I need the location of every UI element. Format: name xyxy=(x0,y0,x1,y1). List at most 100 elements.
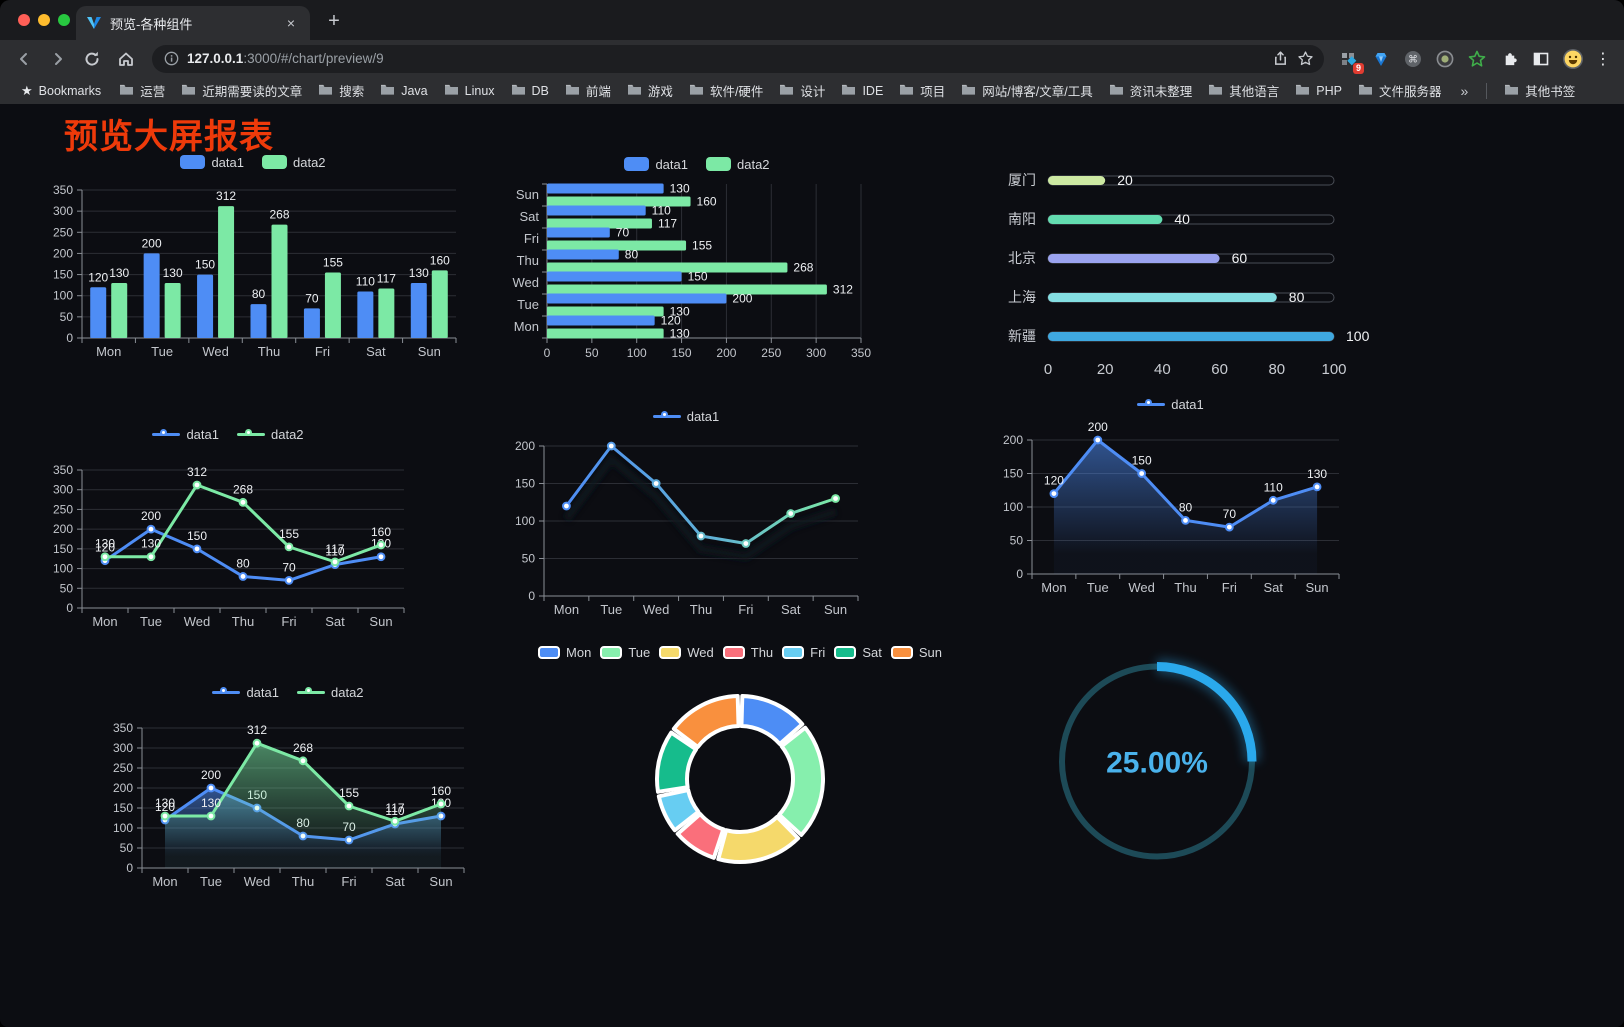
extensions-puzzle-icon[interactable] xyxy=(1496,46,1522,72)
bar-data2-Sun[interactable] xyxy=(431,270,448,338)
data-point-data1-Wed[interactable] xyxy=(192,544,202,554)
data-point-data1-Sun[interactable] xyxy=(831,494,840,503)
bookmark-folder[interactable]: DB xyxy=(504,79,556,102)
area-single-canvas[interactable]: 0 50 100 150 200 Mon Tue Wed Thu Fri Sat Sun 120 200 1… xyxy=(988,416,1353,604)
data-point-data2-Fri[interactable] xyxy=(344,801,354,811)
bookmark-folder[interactable]: PHP xyxy=(1288,79,1349,102)
bar-data1-Fri[interactable] xyxy=(303,308,320,338)
bookmark-folder[interactable]: 前端 xyxy=(558,79,618,102)
line-two-canvas[interactable]: 0 50 100 150 200 250 300 350 Mon Tue Wed Thu Fri Sat S… xyxy=(38,446,418,638)
extension-record-icon[interactable] xyxy=(1432,46,1458,72)
legend-item-data2[interactable]: data2 xyxy=(297,685,364,700)
data-point-data2-Fri[interactable] xyxy=(284,542,294,552)
bookmark-folder[interactable]: Java xyxy=(373,79,434,102)
extension-star-icon[interactable] xyxy=(1464,46,1490,72)
site-info-icon[interactable] xyxy=(164,51,179,66)
data-point-data1-Tue[interactable] xyxy=(146,524,156,534)
bar-data2-Thu[interactable] xyxy=(271,224,288,338)
profile-avatar[interactable] xyxy=(1560,46,1586,72)
bookmark-folder[interactable]: 游戏 xyxy=(620,79,680,102)
bar-data2-Tue[interactable] xyxy=(164,283,181,338)
bookmark-folder[interactable]: 运营 xyxy=(112,79,172,102)
bookmark-folder[interactable]: IDE xyxy=(834,79,890,102)
hbar-data2-Thu[interactable] xyxy=(547,262,788,273)
pie-slice-Fri[interactable] xyxy=(656,788,701,833)
data-point-data1-Sat[interactable] xyxy=(786,509,796,518)
forward-icon[interactable] xyxy=(44,45,72,73)
share-icon[interactable] xyxy=(1272,50,1289,67)
bookmarks-root[interactable]: ★ Bookmarks xyxy=(14,81,108,101)
bar-data2-Sat[interactable] xyxy=(378,288,395,338)
data-point-data1-Thu[interactable] xyxy=(696,531,706,541)
bookmark-folder[interactable]: 文件服务器 xyxy=(1351,79,1449,102)
data-point-data2-Tue[interactable] xyxy=(146,552,156,562)
legend-item-Sun[interactable]: Sun xyxy=(890,645,942,660)
bookmark-folder[interactable]: 网站/博客/文章/工具 xyxy=(954,79,1099,102)
data-point-data1-Tue[interactable] xyxy=(606,441,616,451)
progress-bar-北京[interactable] xyxy=(1048,254,1220,263)
pie-slice-Tue[interactable] xyxy=(777,725,825,837)
legend-item-data2[interactable]: data2 xyxy=(706,157,770,172)
legend-item-Fri[interactable]: Fri xyxy=(782,645,825,660)
hbar-data1-Tue[interactable] xyxy=(547,293,727,304)
data-point-data1-Mon[interactable] xyxy=(1049,489,1059,498)
data-point-data2-Wed[interactable] xyxy=(192,480,202,490)
area-two-canvas[interactable]: 0 50 100 150 200 250 300 350 Mon Tue Wed Thu Fri Sat S… xyxy=(98,704,478,898)
minimize-window-button[interactable] xyxy=(38,14,50,26)
data-point-data1-Fri[interactable] xyxy=(284,576,294,585)
hbar-data1-Fri[interactable] xyxy=(547,227,610,238)
bar-data1-Sat[interactable] xyxy=(357,291,374,338)
reload-icon[interactable] xyxy=(78,45,106,73)
bar-data2-Fri[interactable] xyxy=(324,272,341,338)
data-point-data2-Sun[interactable] xyxy=(436,799,446,809)
bookmark-folder[interactable]: 项目 xyxy=(892,79,952,102)
browser-menu-icon[interactable]: ⋮ xyxy=(1595,50,1611,68)
hbar-data2-Wed[interactable] xyxy=(547,284,827,295)
legend-item-Thu[interactable]: Thu xyxy=(722,645,773,660)
bar-data1-Mon[interactable] xyxy=(90,287,107,338)
progress-bar-南阳[interactable] xyxy=(1048,215,1163,224)
pie-slice-Wed[interactable] xyxy=(716,814,801,864)
bookmark-folder[interactable]: Linux xyxy=(437,79,502,102)
gauge-percent-canvas[interactable]: 25.00% xyxy=(1032,640,1282,875)
side-panel-icon[interactable] xyxy=(1528,46,1554,72)
data-point-data1-Sat[interactable] xyxy=(1268,495,1278,505)
progress-bar-新疆[interactable] xyxy=(1048,332,1334,341)
back-icon[interactable] xyxy=(10,45,38,73)
hbar-data1-Thu[interactable] xyxy=(547,249,619,260)
hbar-data2-Fri[interactable] xyxy=(547,240,687,251)
hbar-data1-Wed[interactable] xyxy=(547,271,682,282)
grouped-bar-canvas[interactable]: 0 50 100 150 200 250 300 350 Mon Tue Wed Thu Fri Sat S… xyxy=(38,174,468,366)
data-point-data2-Wed[interactable] xyxy=(252,738,262,748)
bar-data1-Sun[interactable] xyxy=(410,283,427,338)
data-point-data1-Thu[interactable] xyxy=(238,572,248,581)
browser-tab[interactable]: 预览-各种组件 × xyxy=(76,6,310,40)
data-point-data2-Thu[interactable] xyxy=(238,497,248,507)
bookmark-folder[interactable]: 资讯未整理 xyxy=(1102,79,1200,102)
url-bar[interactable]: 127.0.0.1:3000/#/chart/preview/9 xyxy=(152,44,1324,73)
progress-bar-厦门[interactable] xyxy=(1048,176,1106,185)
legend-item-Mon[interactable]: Mon xyxy=(538,645,591,660)
bar-data2-Mon[interactable] xyxy=(111,283,128,338)
extension-gem-icon[interactable] xyxy=(1368,46,1394,72)
bar-data1-Wed[interactable] xyxy=(197,274,214,338)
legend-item-data1[interactable]: data1 xyxy=(1137,397,1204,412)
home-icon[interactable] xyxy=(112,45,140,73)
bookmark-star-icon[interactable] xyxy=(1297,50,1314,67)
data-point-data1-Fri[interactable] xyxy=(1224,522,1234,532)
pie-slice-Sat[interactable] xyxy=(655,730,699,794)
legend-item-data1[interactable]: data1 xyxy=(624,157,688,172)
data-point-data1-Sun[interactable] xyxy=(376,552,386,562)
pie-slice-Mon[interactable] xyxy=(739,694,805,746)
data-point-data1-Wed[interactable] xyxy=(651,479,661,488)
hbar-data2-Sun[interactable] xyxy=(547,196,691,207)
data-point-data1-Thu[interactable] xyxy=(1181,516,1190,525)
hbar-data2-Tue[interactable] xyxy=(547,306,664,317)
bookmark-folder[interactable]: 近期需要读的文章 xyxy=(174,79,309,102)
data-point-data1-Fri[interactable] xyxy=(741,539,751,548)
zoom-window-button[interactable] xyxy=(58,14,70,26)
donut-week-canvas[interactable] xyxy=(540,664,940,890)
progress-bar-上海[interactable] xyxy=(1048,293,1277,302)
data-point-data2-Mon[interactable] xyxy=(100,552,110,562)
